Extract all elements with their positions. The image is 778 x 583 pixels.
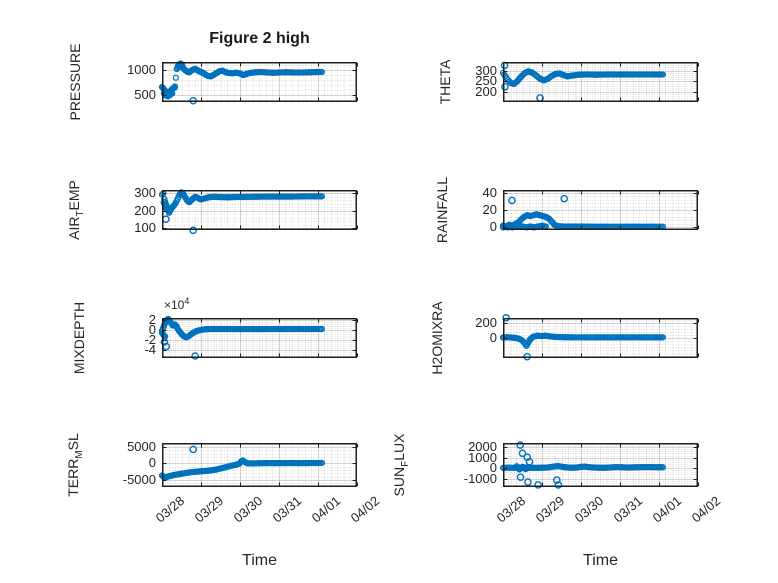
x-tick-label: 03/29 — [192, 493, 227, 526]
subplot-h2omixra-canvas — [499, 311, 702, 365]
y-tick-label: -4 — [144, 342, 156, 357]
y-tick-label: -2 — [144, 332, 156, 347]
y-tick-label: 2000 — [468, 439, 497, 455]
x-axis-label-left: Time — [242, 552, 277, 569]
y-tick-label: 1000 — [127, 61, 156, 77]
subplot-theta-canvas — [499, 55, 702, 109]
x-tick-label: 03/28 — [153, 493, 188, 526]
y-tick-label: 5000 — [127, 439, 156, 455]
subplot-air_temp-canvas — [158, 183, 361, 237]
y-tick-label: 200 — [475, 315, 497, 331]
figure-title: Figure 2 high — [209, 30, 310, 47]
y-tick-label: -1000 — [463, 470, 497, 486]
y-axis-exponent: ×104 — [164, 296, 190, 312]
subplot-sun_flux-canvas — [499, 436, 702, 494]
y-tick-label: 0 — [489, 330, 497, 345]
y-tick-label: 200 — [134, 202, 156, 218]
y-tick-label: 0 — [489, 219, 497, 235]
x-tick-label: 03/30 — [572, 493, 607, 526]
y-tick-label: 0 — [148, 322, 156, 337]
subplot-pressure-canvas — [158, 55, 361, 109]
subplot-rainfall-canvas — [499, 183, 702, 237]
y-tick-label: 0 — [148, 455, 156, 471]
y-tick-label: 20 — [482, 202, 497, 217]
x-tick-label: 03/28 — [494, 493, 529, 526]
y-tick-label: -5000 — [122, 471, 156, 487]
y-tick-label: 300 — [475, 63, 497, 79]
x-tick-label: 03/31 — [270, 493, 305, 526]
y-tick-label: 40 — [482, 184, 497, 200]
x-tick-label: 04/02 — [689, 493, 724, 526]
y-tick-label: 250 — [475, 73, 497, 89]
y-tick-label: 2 — [148, 312, 156, 327]
x-tick-label: 04/02 — [348, 493, 383, 526]
y-tick-label: 500 — [134, 86, 156, 102]
x-tick-label: 03/29 — [533, 493, 568, 526]
subplot-mixdepth-canvas — [158, 311, 361, 365]
y-tick-label: 200 — [475, 83, 497, 99]
y-tick-label: 300 — [134, 185, 156, 201]
subplot-terr_msl-canvas — [158, 436, 361, 494]
x-axis-label-right: Time — [583, 552, 618, 569]
x-tick-label: 03/30 — [231, 493, 266, 526]
x-tick-label: 04/01 — [309, 493, 344, 526]
y-tick-label: 1000 — [468, 449, 497, 465]
x-tick-label: 04/01 — [650, 493, 685, 526]
y-tick-label: 0 — [489, 460, 497, 476]
x-tick-label: 03/31 — [611, 493, 646, 526]
y-tick-label: 100 — [134, 220, 156, 236]
